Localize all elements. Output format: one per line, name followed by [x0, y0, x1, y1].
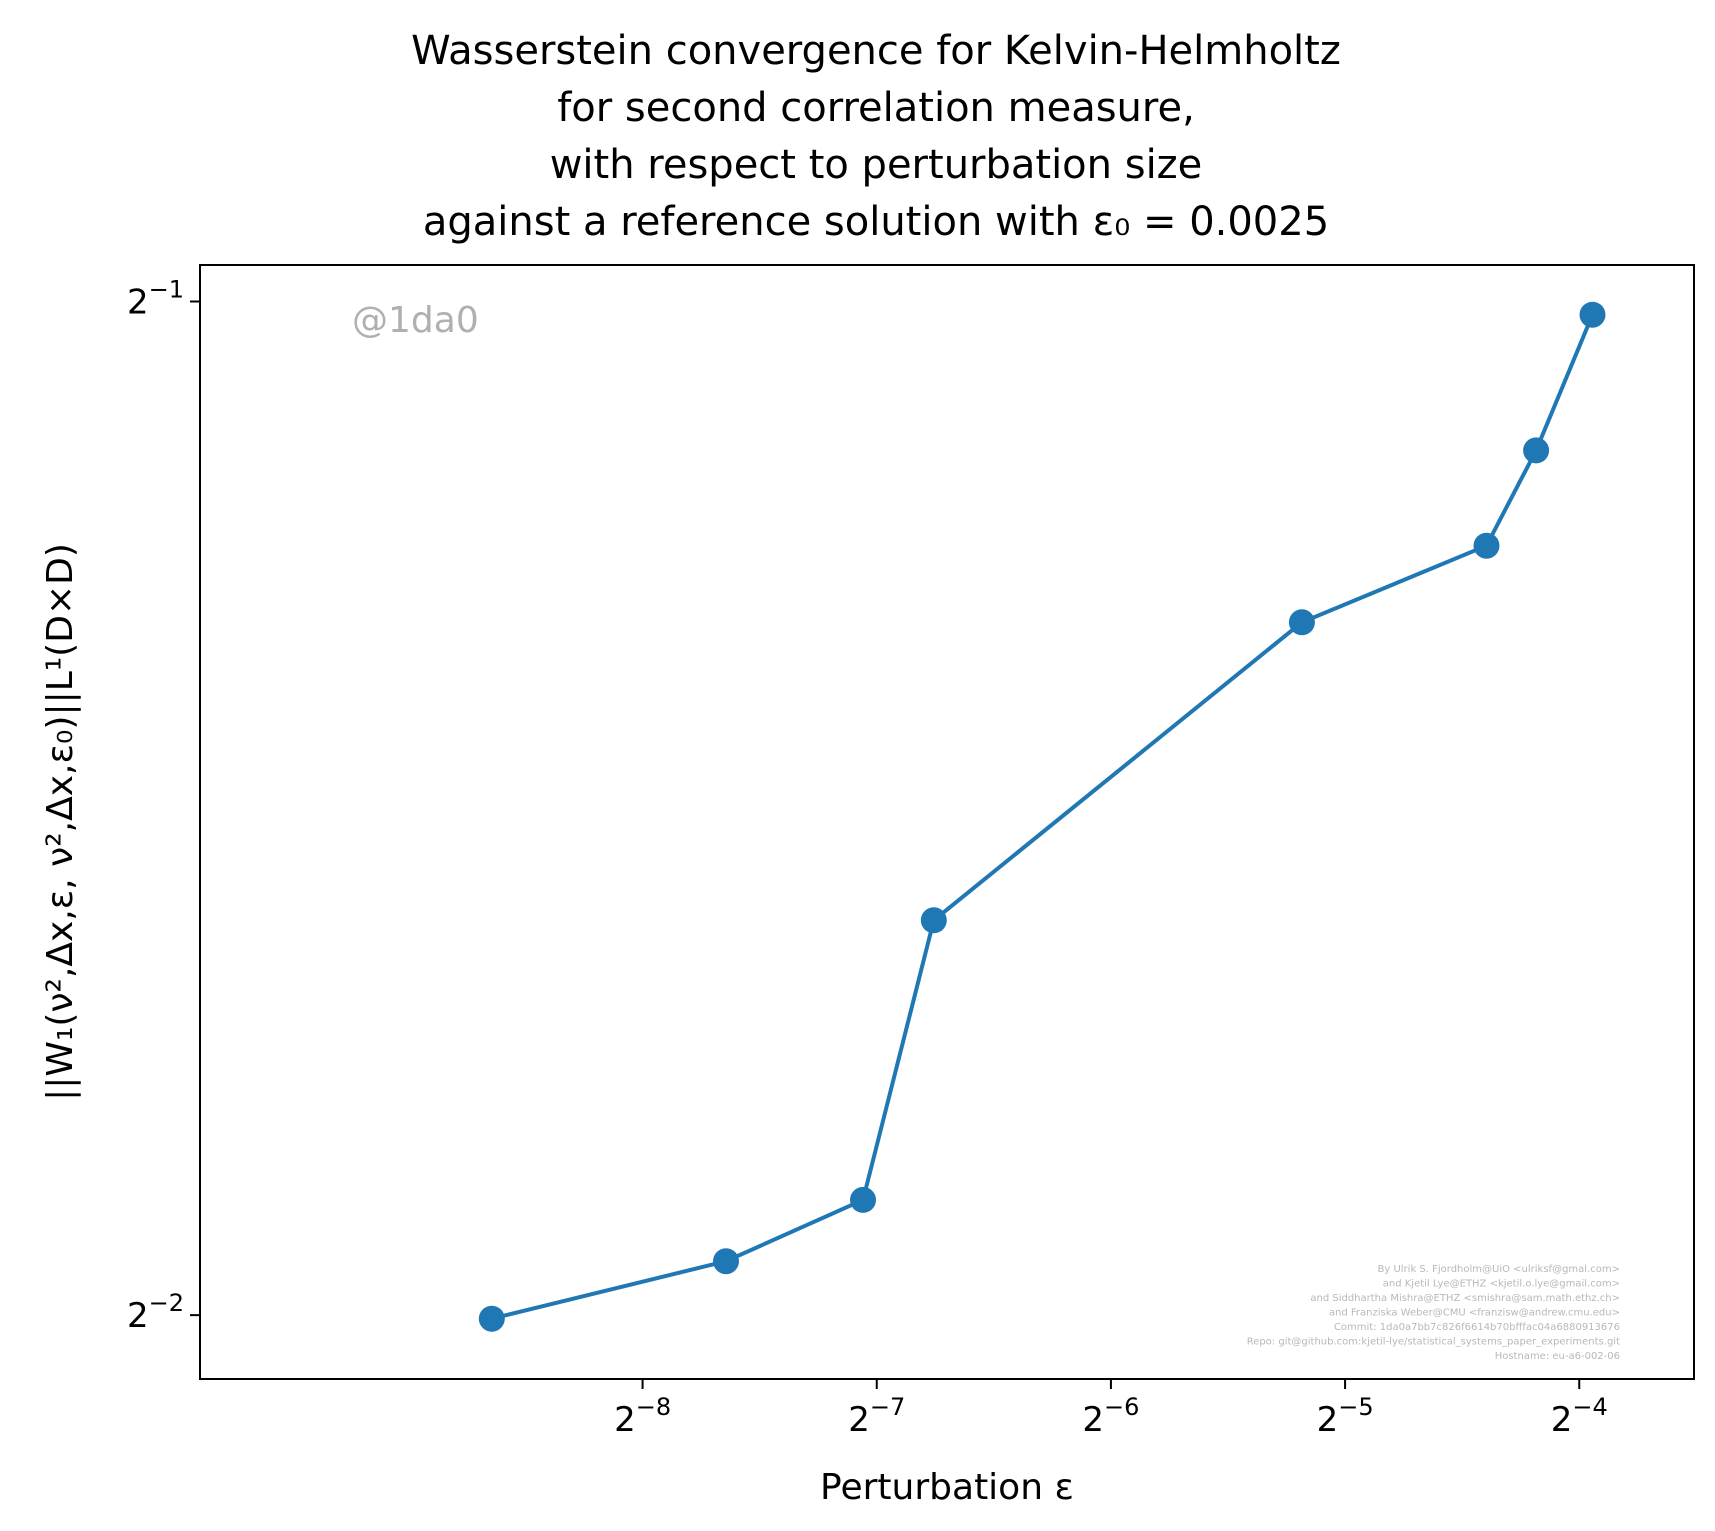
data-point: [1579, 301, 1606, 328]
y-tick-label: 2−1: [127, 275, 184, 322]
title-line-4: against a reference solution with ε₀ = 0…: [423, 199, 1329, 245]
series-layer: [478, 301, 1606, 1332]
data-point: [920, 907, 947, 934]
credit-line: Repo: git@github.com:kjetil-lye/statisti…: [1247, 1337, 1620, 1348]
plot-area-frame: [199, 264, 1695, 1380]
credit-line: and Franziska Weber@CMU <franzisw@andrew…: [1329, 1308, 1620, 1319]
x-tick-label: 2−5: [1317, 1393, 1374, 1440]
x-tick-label: 2−8: [614, 1393, 671, 1440]
x-tick-label: 2−7: [848, 1393, 905, 1440]
credit-line: Commit: 1da0a7bb7c826f6614b70bfffac04a68…: [1334, 1322, 1620, 1333]
x-axis-ticks: 2−8 2−7 2−6 2−5 2−4: [614, 1379, 1608, 1440]
data-point: [713, 1248, 739, 1275]
data-point: [850, 1186, 876, 1213]
data-point: [1473, 532, 1500, 559]
x-tick-label: 2−4: [1551, 1393, 1608, 1440]
data-point: [478, 1305, 505, 1332]
title-line-2: for second correlation measure,: [557, 85, 1195, 131]
y-tick-label: 2−2: [127, 1289, 184, 1336]
x-axis-label: Perturbation ε: [820, 1467, 1074, 1508]
y-axis-label: ||W₁(ν²,Δx,ε, ν²,Δx,ε₀)||L¹(D×D): [40, 543, 81, 1101]
title-line-3: with respect to perturbation size: [550, 142, 1203, 188]
data-point: [1288, 609, 1315, 636]
title-line-1: Wasserstein convergence for Kelvin-Helmh…: [411, 28, 1341, 74]
x-tick-label: 2−6: [1082, 1393, 1139, 1440]
chart-title: Wasserstein convergence for Kelvin-Helmh…: [411, 28, 1341, 245]
credit-line: By Ulrik S. Fjordholm@UiO <ulriksf@gmal.…: [1378, 1264, 1621, 1275]
watermark: @1da0: [352, 300, 479, 341]
series-line: [489, 312, 1595, 1321]
credits-block: By Ulrik S. Fjordholm@UiO <ulriksf@gmal.…: [1247, 1264, 1620, 1362]
credit-line: and Kjetil Lye@ETHZ <kjetil.o.lye@gmail.…: [1383, 1279, 1620, 1290]
credit-line: and Siddhartha Mishra@ETHZ <smishra@sam.…: [1310, 1293, 1620, 1304]
credit-line: Hostname: eu-a6-002-06: [1495, 1351, 1620, 1362]
data-point: [1523, 437, 1550, 464]
y-axis-ticks: 2−1 2−2: [127, 275, 200, 1336]
